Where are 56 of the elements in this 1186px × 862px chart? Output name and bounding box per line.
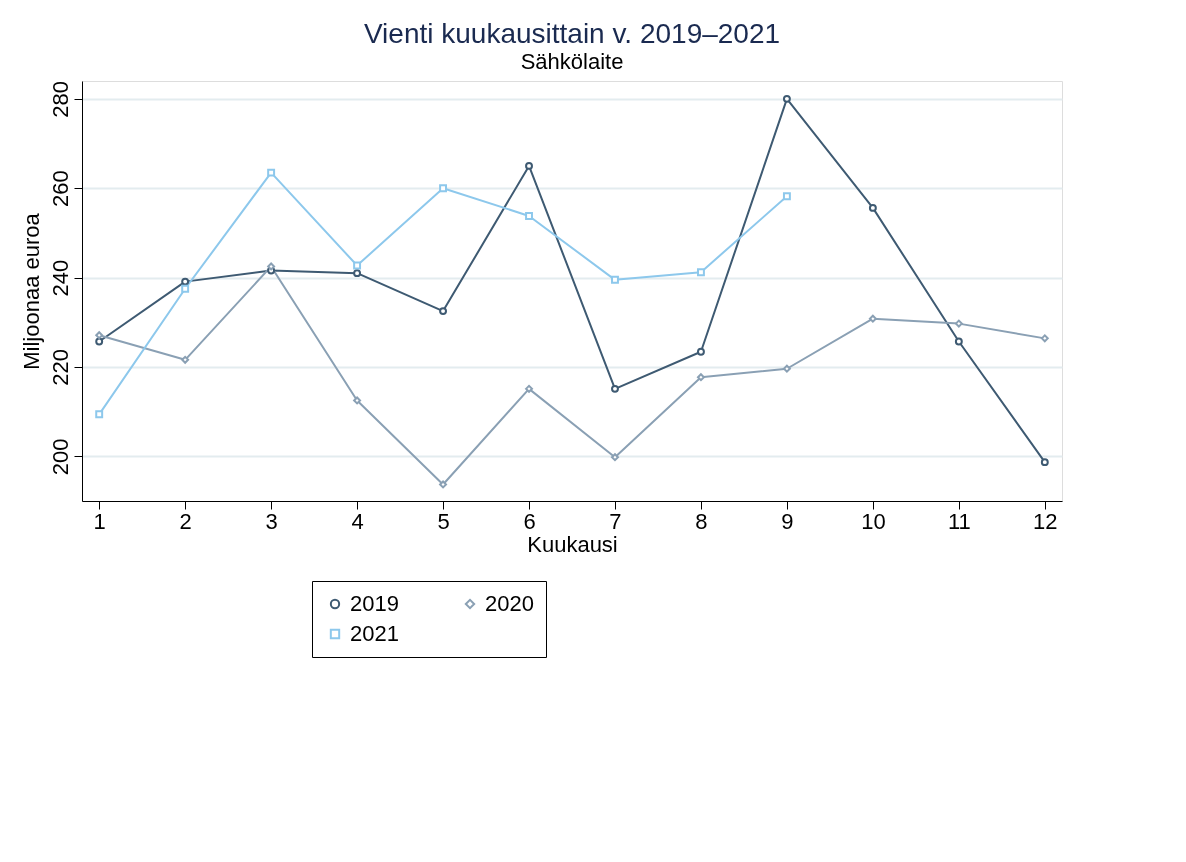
- point: [353, 261, 362, 270]
- point: [868, 314, 877, 323]
- x-tick-label: 8: [695, 508, 708, 534]
- x-tick-label: 2: [179, 508, 192, 534]
- point: [525, 384, 533, 393]
- point: [95, 410, 104, 419]
- y-tick-label: 260: [47, 170, 73, 208]
- x-tick-label: 3: [265, 508, 278, 534]
- x-tick-label: 11: [947, 508, 971, 534]
- point: [525, 161, 533, 170]
- chart-subtitle: Sähkölaite: [520, 48, 624, 74]
- x-tick-label: 7: [609, 508, 622, 534]
- point: [95, 337, 104, 346]
- x-tick-label: 9: [781, 508, 794, 534]
- point: [611, 384, 619, 393]
- x-tick-label: 12: [1033, 508, 1058, 534]
- point: [439, 480, 448, 489]
- point: [1040, 458, 1049, 467]
- point: [696, 347, 705, 356]
- x-tick-label: 4: [351, 508, 364, 534]
- point: [954, 337, 963, 346]
- x-axis-title: Kuukausi: [527, 531, 618, 557]
- x-tick-label: 10: [861, 508, 886, 534]
- y-tick-label: 280: [47, 81, 73, 118]
- point: [181, 355, 190, 364]
- point: [525, 211, 533, 220]
- point: [353, 269, 362, 278]
- y-axis-title: Miljoonaa euroa: [18, 212, 44, 370]
- point: [439, 307, 448, 316]
- x-tick-label: 5: [437, 508, 450, 534]
- point: [782, 192, 791, 201]
- x-tick-label: 1: [93, 508, 106, 534]
- point: [782, 94, 791, 103]
- y-tick-label: 240: [47, 259, 73, 297]
- y-tick-label: 200: [47, 438, 73, 476]
- legend-label: 2021: [350, 621, 399, 646]
- point: [954, 319, 963, 328]
- point: [696, 373, 705, 382]
- legend-label: 2019: [350, 591, 399, 616]
- point: [181, 277, 190, 286]
- point: [181, 284, 190, 293]
- point: [1040, 334, 1049, 343]
- x-tick-label: 6: [523, 508, 536, 534]
- point: [353, 396, 362, 405]
- point: [611, 275, 619, 284]
- point: [267, 262, 276, 271]
- y-tick-label: 220: [47, 349, 73, 386]
- point: [439, 184, 448, 193]
- point: [611, 453, 619, 462]
- point: [95, 331, 104, 340]
- point: [782, 364, 791, 373]
- point: [868, 203, 877, 212]
- point: [696, 268, 705, 277]
- legend-label: 2020: [485, 591, 534, 616]
- point: [267, 168, 276, 177]
- chart-title: Vienti kuukausittain v. 2019–2021: [363, 17, 781, 49]
